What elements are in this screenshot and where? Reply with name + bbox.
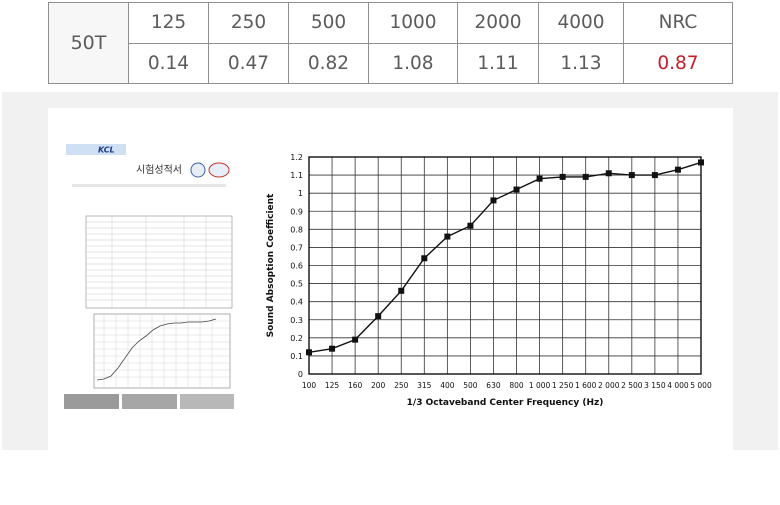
report-mini-chart <box>93 313 231 389</box>
report-stamp-3 <box>180 394 234 409</box>
report-mini-curve <box>96 318 217 381</box>
freq-header: 1000 <box>368 2 458 44</box>
data-point-marker <box>513 186 520 193</box>
nrc-header: NRC <box>623 2 733 44</box>
data-point-marker <box>698 159 704 166</box>
y-tick-label: 0.9 <box>290 207 303 216</box>
x-tick-label: 1 000 <box>529 381 551 390</box>
coefficient-cell: 1.13 <box>538 42 624 84</box>
y-tick-label: 0.6 <box>290 262 303 271</box>
y-tick-label: 0.3 <box>290 316 303 325</box>
nrc-value-cell: 0.87 <box>623 42 733 84</box>
data-point-marker <box>651 172 658 179</box>
y-tick-label: 1.1 <box>290 171 303 180</box>
x-tick-label: 3 150 <box>644 381 666 390</box>
coefficient-cell: 0.14 <box>128 42 209 84</box>
data-point-marker <box>674 166 681 173</box>
coefficient-cell: 1.11 <box>457 42 539 84</box>
y-tick-label: 0.4 <box>290 298 303 307</box>
x-tick-label: 2 000 <box>598 381 620 390</box>
report-title: 시험성적서 <box>136 164 182 176</box>
data-point-marker <box>352 336 359 343</box>
model-cell: 50T <box>48 2 129 84</box>
x-tick-label: 5 000 <box>690 381 712 390</box>
x-tick-label: 100 <box>302 381 317 390</box>
coefficient-cell: 0.82 <box>288 42 369 84</box>
report-table-grid <box>86 216 232 308</box>
y-tick-label: 1 <box>298 189 303 198</box>
x-tick-label: 400 <box>440 381 455 390</box>
absorption-chart: 0 0.1 0.2 0.3 0.4 0.5 0.6 0.7 0.8 0.9 1 1.1 1.2 100 12… <box>266 153 712 408</box>
x-tick-label: 200 <box>371 381 386 390</box>
report-card: KCL 시험성적서 0 0.1 0.2 0.3 0.4 0.5 0.6 0.7 0.8 0.9 1 1… <box>48 108 733 450</box>
certification-seal-icon <box>190 162 206 178</box>
y-tick-label: 0.7 <box>290 243 303 252</box>
x-tick-label: 800 <box>509 381 524 390</box>
coefficient-cell: 1.08 <box>368 42 458 84</box>
x-tick-label: 630 <box>486 381 501 390</box>
freq-header: 250 <box>208 2 289 44</box>
kcl-logo-band <box>66 144 126 155</box>
data-point-marker <box>490 197 497 204</box>
data-point-marker <box>398 287 405 294</box>
data-point-marker <box>582 173 589 180</box>
x-tick-label: 125 <box>325 381 340 390</box>
x-tick-label: 4 000 <box>667 381 689 390</box>
y-tick-label: 0.5 <box>290 280 303 289</box>
y-tick-label: 1.2 <box>290 153 303 162</box>
y-tick-label: 0.8 <box>290 225 303 234</box>
data-point-marker <box>375 313 382 320</box>
test-report-thumbnail: KCL 시험성적서 <box>64 136 234 409</box>
x-tick-label: 1 600 <box>575 381 597 390</box>
x-axis-label: 1/3 Octaveband Center Frequency (Hz) <box>407 398 604 408</box>
x-tick-label: 315 <box>417 381 432 390</box>
x-tick-label: 2 500 <box>621 381 643 390</box>
data-point-marker <box>628 172 635 179</box>
series-line <box>308 161 702 353</box>
data-point-marker <box>306 349 312 356</box>
coefficient-cell: 0.47 <box>208 42 289 84</box>
x-tick-label: 1 250 <box>552 381 574 390</box>
data-point-marker <box>536 175 543 182</box>
data-point-marker <box>559 173 566 180</box>
report-meta-line <box>72 184 226 187</box>
y-tick-label: 0.1 <box>290 352 303 361</box>
y-axis-label: Sound Absoption Coefficient <box>266 193 276 337</box>
freq-header: 500 <box>288 2 369 44</box>
report-data-table <box>85 215 233 309</box>
plot-frame <box>308 156 702 375</box>
table-value-row: 0.14 0.47 0.82 1.08 1.11 1.13 0.87 <box>49 42 733 84</box>
y-tick-label: 0.2 <box>290 334 303 343</box>
x-tick-label: 160 <box>348 381 363 390</box>
absorption-table: 50T 125 250 500 1000 2000 4000 NRC 0.14 … <box>48 2 733 84</box>
freq-header: 4000 <box>538 2 624 44</box>
freq-header: 2000 <box>457 2 539 44</box>
data-point-marker <box>329 345 336 352</box>
freq-header: 125 <box>128 2 209 44</box>
accreditation-seal-icon <box>208 162 230 178</box>
x-tick-label: 500 <box>463 381 478 390</box>
kcl-logo-text: KCL <box>98 146 115 155</box>
data-point-marker <box>467 222 474 229</box>
report-stamp-2 <box>122 394 177 409</box>
data-point-marker <box>605 170 612 177</box>
y-tick-label: 0 <box>298 370 303 379</box>
data-point-marker <box>444 233 451 240</box>
report-mini-grid <box>94 314 230 388</box>
x-tick-label: 250 <box>394 381 409 390</box>
data-point-marker <box>421 255 428 262</box>
report-paper <box>64 136 234 409</box>
table-header-row: 50T 125 250 500 1000 2000 4000 NRC <box>48 2 733 84</box>
report-stamp-1 <box>64 394 119 409</box>
